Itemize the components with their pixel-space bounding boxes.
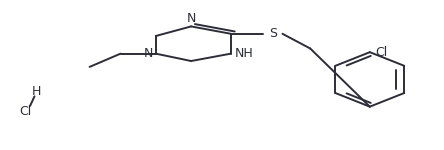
Text: N: N <box>144 47 154 60</box>
Text: NH: NH <box>234 47 253 60</box>
Text: Cl: Cl <box>375 46 387 59</box>
Text: N: N <box>186 12 196 25</box>
Text: H: H <box>32 85 41 98</box>
Text: Cl: Cl <box>20 105 32 118</box>
Text: S: S <box>269 27 277 40</box>
